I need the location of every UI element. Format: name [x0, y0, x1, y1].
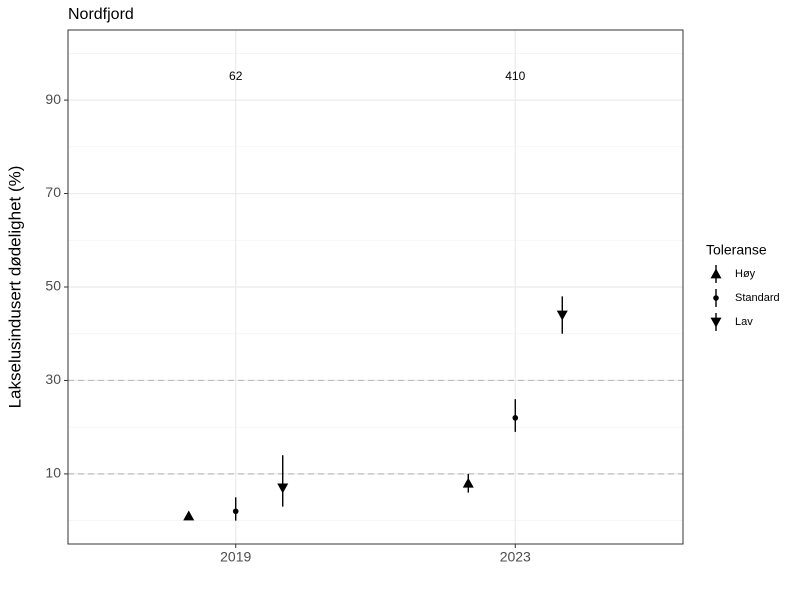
- y-tick-label: 70: [45, 184, 61, 200]
- point: [277, 483, 289, 494]
- point: [462, 477, 474, 488]
- y-tick-label: 50: [45, 278, 61, 294]
- point: [232, 508, 239, 515]
- legend-label: Lav: [735, 316, 753, 328]
- legend-key: [713, 295, 719, 301]
- legend-title: Toleranse: [706, 242, 767, 258]
- y-axis-label: Lakselusindusert dødelighet (%): [5, 166, 24, 409]
- legend-key: [710, 317, 722, 328]
- point: [556, 310, 568, 321]
- legend-label: Høy: [735, 268, 756, 280]
- point: [183, 510, 195, 521]
- x-tick-label: 2023: [500, 549, 531, 565]
- chart-title: Nordfjord: [68, 6, 134, 23]
- y-tick-label: 90: [45, 91, 61, 107]
- y-tick-label: 30: [45, 371, 61, 387]
- annotation: 62: [229, 69, 243, 83]
- plot-border: [67, 29, 684, 545]
- annotation: 410: [505, 69, 525, 83]
- legend-label: Standard: [735, 292, 780, 304]
- point: [512, 415, 519, 421]
- y-tick-label: 10: [45, 465, 61, 481]
- x-tick-label: 2019: [220, 549, 251, 565]
- legend-key: [710, 268, 722, 279]
